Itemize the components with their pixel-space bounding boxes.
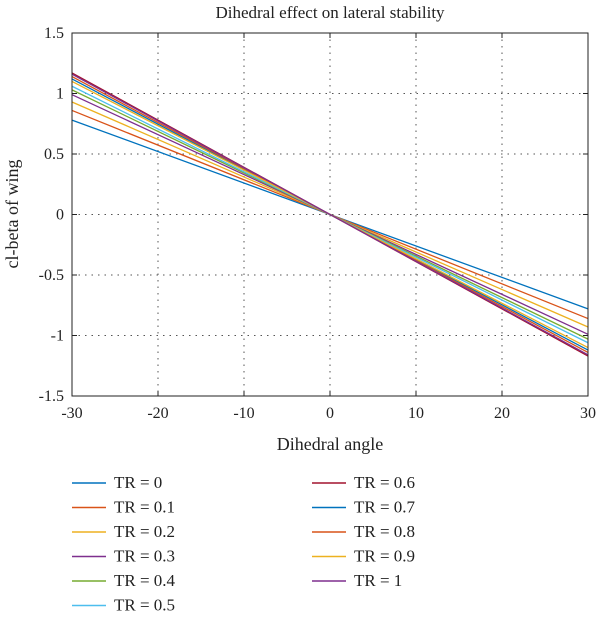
x-tick-label: 0 bbox=[326, 405, 334, 422]
y-tick-label: 1.5 bbox=[44, 25, 64, 42]
series-line bbox=[71, 73, 589, 356]
x-tick-label: 30 bbox=[580, 405, 596, 422]
x-tick-label: -10 bbox=[233, 405, 254, 422]
legend-label: TR = 0 bbox=[114, 473, 162, 492]
legend: TR = 0 TR = 0.1 TR = 0.2 TR = 0.3 TR = 0.4 TR… bbox=[72, 473, 416, 615]
y-ticks: 1.5 1 0.5 0 -0.5 -1 -1.5 bbox=[39, 25, 588, 405]
y-tick-label: 0 bbox=[56, 207, 64, 224]
legend-label: TR = 0.9 bbox=[354, 547, 415, 566]
legend-label: TR = 1 bbox=[354, 571, 402, 590]
chart-title: Dihedral effect on lateral stability bbox=[215, 3, 445, 22]
y-axis-label: cl-beta of wing bbox=[2, 160, 22, 269]
legend-label: TR = 0.8 bbox=[354, 522, 415, 541]
x-tick-label: -30 bbox=[61, 405, 82, 422]
legend-label: TR = 0.6 bbox=[354, 473, 415, 492]
x-ticks: -30 -20 -10 0 10 20 30 bbox=[61, 33, 596, 422]
x-axis-label: Dihedral angle bbox=[277, 434, 383, 454]
legend-label: TR = 0.2 bbox=[114, 522, 175, 541]
y-tick-label: 1 bbox=[56, 86, 64, 103]
legend-label: TR = 0.7 bbox=[354, 498, 416, 517]
x-tick-label: -20 bbox=[147, 405, 168, 422]
x-tick-label: 10 bbox=[408, 405, 424, 422]
legend-label: TR = 0.3 bbox=[114, 547, 175, 566]
legend-label: TR = 0.5 bbox=[114, 596, 175, 615]
x-tick-label: 20 bbox=[494, 405, 510, 422]
series-group bbox=[71, 72, 589, 357]
y-tick-label: -0.5 bbox=[39, 267, 64, 284]
y-tick-label: -1.5 bbox=[39, 388, 64, 405]
grid bbox=[72, 33, 588, 396]
y-tick-label: -1 bbox=[51, 328, 64, 345]
legend-label: TR = 0.4 bbox=[114, 571, 176, 590]
y-tick-label: 0.5 bbox=[44, 146, 64, 163]
legend-label: TR = 0.1 bbox=[114, 498, 175, 517]
